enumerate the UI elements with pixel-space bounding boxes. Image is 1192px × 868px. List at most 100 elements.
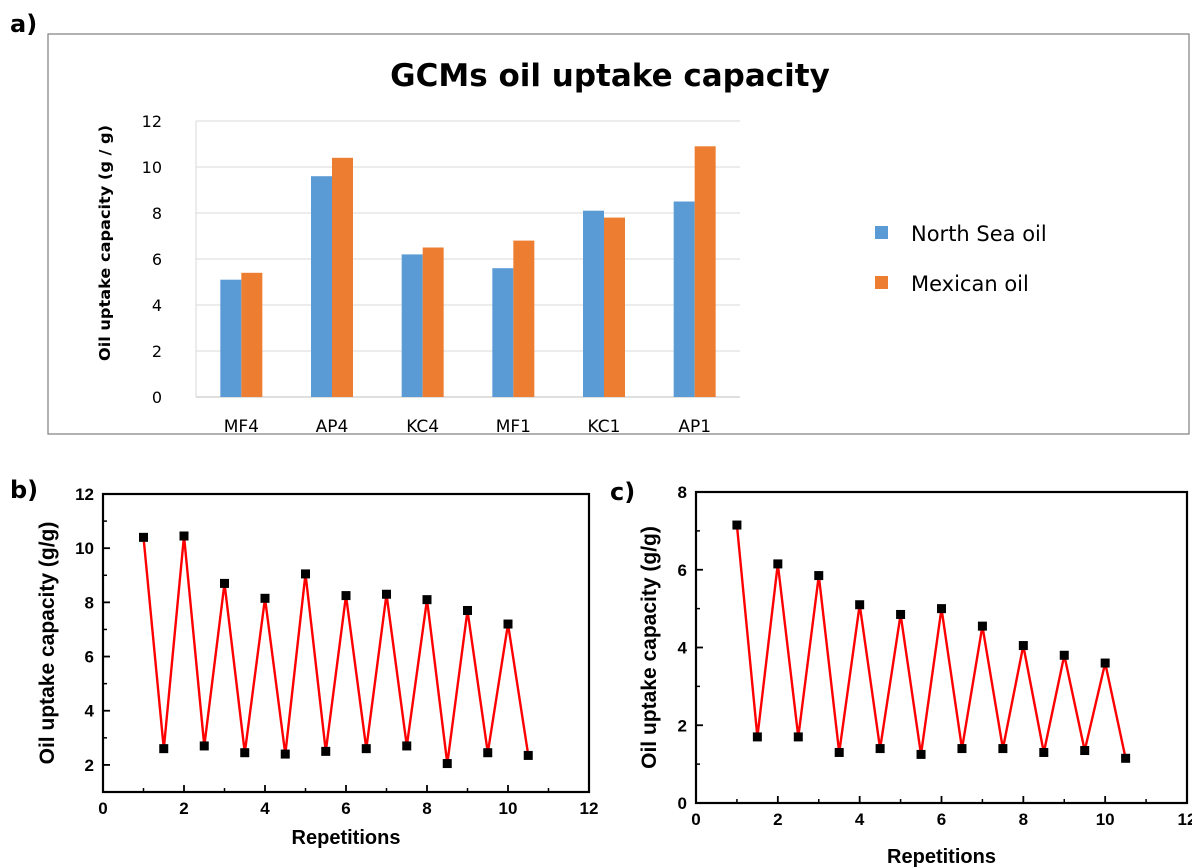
data-point bbox=[422, 595, 432, 605]
data-point bbox=[179, 531, 189, 541]
y-tick-label: 2 bbox=[85, 756, 94, 775]
y-tick-label: 10 bbox=[142, 158, 162, 177]
bar-north-sea-kc1 bbox=[583, 210, 604, 397]
x-category-label: MF4 bbox=[224, 417, 259, 437]
bar-mexican-ap1 bbox=[694, 146, 716, 397]
legend-swatch-mexican bbox=[875, 276, 888, 289]
y-tick-label: 12 bbox=[75, 485, 94, 504]
data-point bbox=[896, 609, 906, 619]
data-point bbox=[442, 759, 452, 769]
y-tick-label: 4 bbox=[152, 296, 162, 315]
data-point bbox=[483, 748, 493, 758]
data-point bbox=[957, 744, 967, 754]
y-tick-label: 6 bbox=[152, 250, 162, 269]
data-point bbox=[1018, 641, 1028, 651]
legend-label: North Sea oil bbox=[911, 222, 1047, 246]
data-point bbox=[998, 744, 1008, 754]
bar-mexican-mf1 bbox=[513, 240, 535, 397]
x-tick-label: 4 bbox=[855, 810, 865, 829]
y-tick-label: 0 bbox=[152, 388, 162, 407]
y-axis-label: Oil uptake capacity (g/g) bbox=[638, 526, 661, 769]
y-tick-label: 6 bbox=[678, 561, 687, 580]
line-chart-b: 0 2 4 6 8 10 12 2 4 6 8 10 12 Repetitions Oil uptake c… bbox=[36, 485, 598, 849]
data-point bbox=[402, 741, 412, 751]
data-point bbox=[834, 747, 844, 757]
x-tick-label: 10 bbox=[499, 799, 518, 818]
data-point bbox=[1100, 658, 1110, 668]
data-point bbox=[321, 746, 331, 756]
x-category-label: AP4 bbox=[316, 417, 349, 437]
x-tick-label: 6 bbox=[341, 799, 350, 818]
data-point bbox=[382, 589, 391, 599]
plot-frame bbox=[694, 490, 1189, 805]
bar-north-sea-mf1 bbox=[492, 268, 514, 397]
data-point bbox=[814, 571, 824, 581]
y-tick-label: 12 bbox=[142, 112, 162, 131]
data-point bbox=[875, 744, 885, 754]
x-category-label: KC1 bbox=[588, 417, 621, 437]
bar-north-sea-ap1 bbox=[673, 201, 695, 397]
y-tick-label: 2 bbox=[678, 716, 687, 735]
data-point bbox=[199, 741, 209, 751]
panel-label-b: b) bbox=[10, 476, 39, 504]
series-line bbox=[735, 524, 1127, 759]
x-axis-label: Repetitions bbox=[887, 846, 996, 868]
x-category-label: AP1 bbox=[678, 417, 711, 437]
x-tick-label: 6 bbox=[937, 810, 946, 829]
x-axis-label: Repetitions bbox=[292, 827, 401, 849]
y-tick-label: 4 bbox=[85, 702, 95, 721]
legend-label: Mexican oil bbox=[911, 272, 1029, 296]
data-point bbox=[1080, 746, 1090, 756]
data-point bbox=[159, 744, 169, 754]
x-tick-label: 8 bbox=[422, 799, 431, 818]
y-tick-label: 0 bbox=[678, 794, 687, 813]
line-chart-c: 0 2 4 6 8 10 12 0 2 4 6 8 Repetitions Oil uptake capa… bbox=[638, 483, 1192, 868]
y-tick-label: 8 bbox=[678, 483, 687, 502]
x-tick-label: 0 bbox=[98, 799, 107, 818]
bar-north-sea-kc4 bbox=[401, 254, 423, 397]
data-point bbox=[260, 593, 270, 603]
data-point bbox=[773, 559, 783, 569]
data-point bbox=[341, 591, 351, 601]
y-tick-label: 8 bbox=[152, 204, 162, 223]
x-tick-label: 2 bbox=[773, 810, 782, 829]
y-tick-label: 2 bbox=[152, 342, 162, 361]
data-point bbox=[1059, 650, 1069, 660]
legend-swatch-north-sea bbox=[875, 226, 888, 239]
x-tick-label: 0 bbox=[691, 810, 700, 829]
bar-mexican-kc4 bbox=[422, 247, 444, 397]
bar-chart-title: GCMs oil uptake capacity bbox=[390, 58, 830, 94]
data-point bbox=[280, 749, 290, 759]
y-axis-label: Oil uptake capacity (g/g) bbox=[36, 522, 59, 765]
data-point bbox=[301, 569, 310, 579]
data-point bbox=[977, 621, 987, 631]
series-line bbox=[142, 534, 530, 765]
x-tick-label: 2 bbox=[179, 799, 188, 818]
panel-a-frame bbox=[47, 33, 1190, 435]
y-tick-label: 4 bbox=[678, 639, 688, 658]
data-point bbox=[916, 749, 926, 759]
panel-label-a: a) bbox=[10, 10, 38, 38]
y-tick-label: 6 bbox=[85, 648, 94, 667]
x-category-label: KC4 bbox=[406, 417, 439, 437]
x-tick-label: 8 bbox=[1019, 810, 1028, 829]
plot-frame bbox=[101, 492, 591, 794]
y-tick-label: 10 bbox=[75, 539, 94, 558]
data-point bbox=[855, 600, 865, 610]
x-tick-label: 10 bbox=[1096, 810, 1115, 829]
bar-mexican-mf4 bbox=[241, 272, 263, 397]
data-point bbox=[1121, 753, 1131, 763]
x-tick-label: 12 bbox=[580, 799, 599, 818]
data-point bbox=[1039, 747, 1049, 757]
data-point bbox=[523, 750, 533, 760]
bar-chart: 0 2 4 6 8 10 12 MF4 AP4 KC4 MF1 KC1 AP1 Oil uptake ca… bbox=[96, 112, 1047, 437]
x-tick-label: 12 bbox=[1178, 810, 1192, 829]
bar-mexican-kc1 bbox=[604, 217, 625, 397]
y-axis-label: Oil uptake capacity (g / g) bbox=[96, 125, 114, 361]
panel-label-c: c) bbox=[610, 478, 636, 506]
bar-mexican-ap4 bbox=[332, 157, 353, 397]
data-point bbox=[220, 578, 229, 588]
data-point bbox=[503, 619, 513, 629]
x-category-label: MF1 bbox=[496, 417, 531, 437]
